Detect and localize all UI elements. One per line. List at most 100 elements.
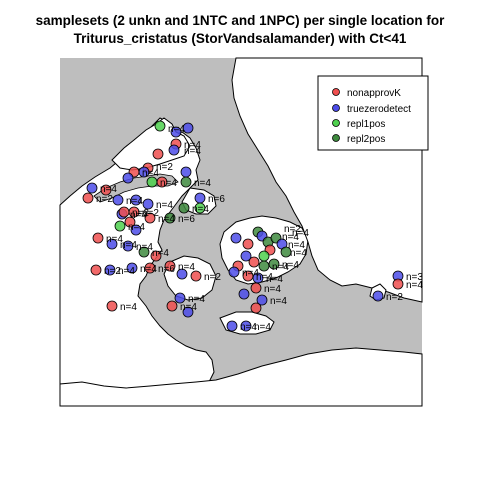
legend-marker-repl1pos <box>332 119 340 127</box>
point-count-label: n=4 <box>126 196 143 207</box>
sample-point-truezerodetect <box>112 194 124 206</box>
sample-point-nonapprovK <box>392 278 404 290</box>
point-count-label: n=2 <box>204 272 221 283</box>
point-count-label: n=4 <box>292 228 309 239</box>
sample-point-truezerodetect <box>126 262 138 274</box>
point-count-label: n=4 <box>188 294 205 305</box>
sample-point-truezerodetect <box>170 126 182 138</box>
point-count-label: n=6 <box>178 214 195 225</box>
point-count-label: n=6 <box>158 264 175 275</box>
point-count-label: n=4 <box>180 302 197 313</box>
land-funen <box>163 255 217 301</box>
sample-points-layer: n=4n=4n=4n=2n=4n=4 n=4n=6n=4n=2 n=4 n=4n=2n… <box>82 120 423 333</box>
sample-point-truezerodetect <box>142 198 154 210</box>
sample-point-nonapprovK <box>100 184 112 196</box>
point-count-label: n=4 <box>290 248 307 259</box>
sample-point-nonapprovK <box>92 232 104 244</box>
sample-point-truezerodetect <box>130 224 142 236</box>
sample-point-nonapprovK <box>250 282 262 294</box>
point-count-label: n=4 <box>194 178 211 189</box>
point-count-label: n=4 <box>120 302 137 313</box>
sample-point-nonapprovK <box>106 300 118 312</box>
sample-point-repl2pos <box>258 260 270 272</box>
legend-label-repl2pos: repl2pos <box>347 134 385 145</box>
point-count-label: n=4 <box>254 322 271 333</box>
sample-point-truezerodetect <box>240 250 252 262</box>
point-count-label: n=4 <box>406 280 423 291</box>
point-count-label: n=2 <box>132 208 149 219</box>
sample-point-truezerodetect <box>130 194 142 206</box>
point-count-label: n=4 <box>184 140 201 151</box>
point-count-label: n=4 <box>130 210 147 221</box>
point-count-label: n=4 <box>128 222 145 233</box>
sample-point-repl2pos <box>138 246 150 258</box>
land-germany <box>59 347 423 407</box>
sample-point-repl2pos <box>164 212 176 224</box>
point-count-label: n=2 <box>142 208 159 219</box>
legend-marker-truezerodetect <box>332 104 340 112</box>
sample-point-nonapprovK <box>150 250 162 262</box>
point-count-label: n=4 <box>152 248 169 259</box>
sample-point-nonapprovK <box>166 300 178 312</box>
point-count-label: n=4 <box>184 146 201 157</box>
sample-point-nonapprovK <box>156 176 168 188</box>
sample-point-truezerodetect <box>240 320 252 332</box>
point-count-label: n=4 <box>120 240 137 251</box>
point-count-label: n=2 <box>156 162 173 173</box>
point-count-label: n=4 <box>136 242 153 253</box>
sample-point-repl2pos <box>280 246 292 258</box>
point-count-label: n=4 <box>178 262 195 273</box>
sample-point-truezerodetect <box>182 306 194 318</box>
point-count-label: n=4 <box>256 272 273 283</box>
legend-marker-nonapprovK <box>332 88 340 96</box>
point-count-label: n=4 <box>270 296 287 307</box>
sample-point-truezerodetect <box>230 232 242 244</box>
legend-label-truezerodetect: truezerodetect <box>347 104 411 115</box>
sample-point-truezerodetect <box>174 292 186 304</box>
sample-point-nonapprovK <box>90 264 102 276</box>
sample-point-nonapprovK <box>190 270 202 282</box>
sample-point-nonapprovK <box>248 256 260 268</box>
sample-point-truezerodetect <box>180 166 192 178</box>
point-count-label: n=3 <box>406 272 423 283</box>
sample-point-nonapprovK <box>242 238 254 250</box>
point-count-label: n=4 <box>272 262 289 273</box>
point-count-label: n=4 <box>118 266 135 277</box>
sample-point-truezerodetect <box>122 172 134 184</box>
point-count-label: n=4 <box>282 260 299 271</box>
point-count-label: n=4 <box>168 124 185 135</box>
sample-point-nonapprovK <box>144 262 156 274</box>
point-count-label: n=4 <box>106 234 123 245</box>
sample-point-repl2pos <box>268 258 280 270</box>
sample-point-repl1pos <box>194 202 206 214</box>
point-count-label: n=4 <box>100 184 117 195</box>
point-count-label: n=4 <box>142 168 159 179</box>
sample-point-truezerodetect <box>176 268 188 280</box>
land-jutland <box>59 117 215 407</box>
sample-point-truezerodetect <box>194 192 206 204</box>
sample-point-truezerodetect <box>238 288 250 300</box>
sample-point-truezerodetect <box>182 122 194 134</box>
sample-point-repl1pos <box>114 220 126 232</box>
legend-label-nonapprovK: nonapprovK <box>347 88 401 99</box>
sample-point-truezerodetect <box>104 264 116 276</box>
point-count-label: n=4 <box>264 284 281 295</box>
sample-point-truezerodetect <box>256 294 268 306</box>
sample-point-truezerodetect <box>122 240 134 252</box>
legend-label-repl1pos: repl1pos <box>347 119 385 130</box>
sample-point-nonapprovK <box>152 148 164 160</box>
sample-point-nonapprovK <box>82 192 94 204</box>
sample-point-truezerodetect <box>372 290 384 302</box>
point-count-label: n=2 <box>96 194 113 205</box>
point-count-label: n=4 <box>242 268 259 279</box>
point-count-label: n=4 <box>192 204 209 215</box>
sample-point-nonapprovK <box>250 302 262 314</box>
sample-point-truezerodetect <box>106 238 118 250</box>
point-count-label: n=2 <box>104 266 121 277</box>
point-count-label: n=4 <box>140 264 157 275</box>
map-title-line-2: Triturus_cristatus (StorVandsalamander) … <box>73 31 407 46</box>
sample-point-repl1pos <box>154 120 166 132</box>
point-count-label: n=4 <box>288 240 305 251</box>
point-count-label: n=4 <box>282 232 299 243</box>
point-count-label: n=4 <box>160 178 177 189</box>
